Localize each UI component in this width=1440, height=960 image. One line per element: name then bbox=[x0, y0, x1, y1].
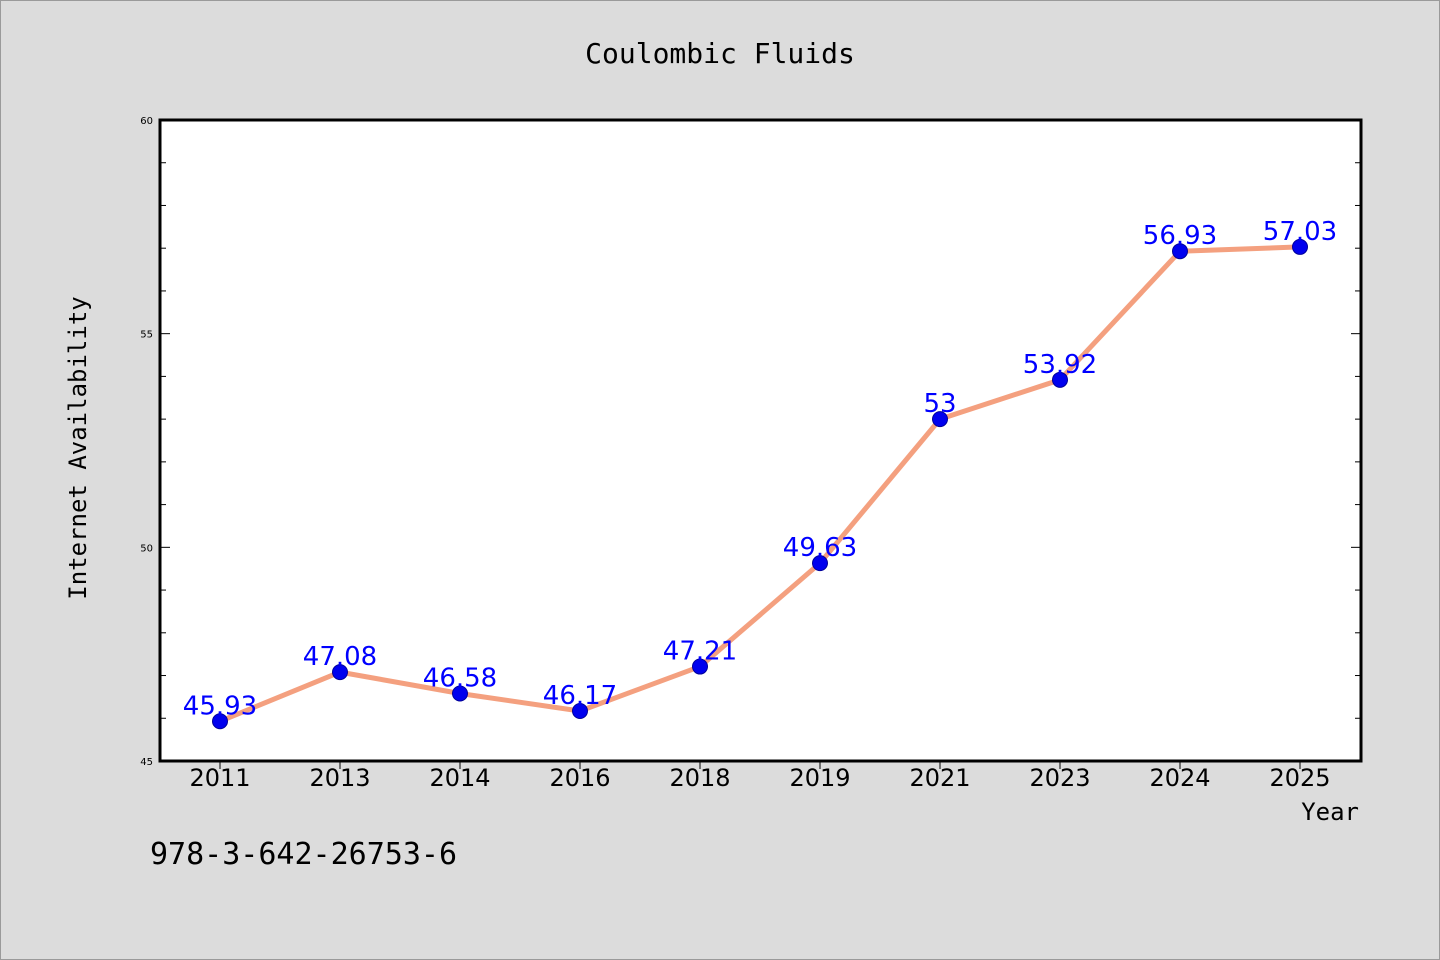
x-tick-label: 2023 bbox=[1029, 764, 1090, 792]
data-label: 53 bbox=[923, 389, 956, 419]
x-axis: 2011 2013 2014 2016 2018 2019 2021 2023 2024 2025 bbox=[189, 761, 1331, 792]
data-label: 53.92 bbox=[1023, 350, 1097, 380]
data-point-marker bbox=[1172, 243, 1188, 260]
data-point-marker bbox=[212, 713, 228, 730]
footer-text: 978-3-642-26753-6 bbox=[150, 837, 457, 872]
data-label: 46.17 bbox=[543, 681, 617, 711]
y-tick-label: 55 bbox=[140, 330, 153, 341]
data-point-marker bbox=[452, 685, 468, 702]
y-axis: 45 50 55 60 bbox=[140, 116, 1362, 768]
data-label-group: 45.93 47.08 46.58 46.17 47.21 49.63 53 53.92 56.… bbox=[183, 217, 1337, 721]
data-label: 46.58 bbox=[423, 663, 497, 693]
data-point-marker bbox=[1292, 238, 1308, 255]
data-point-marker bbox=[812, 555, 828, 572]
x-tick-label: 2021 bbox=[909, 764, 970, 792]
y-tick-label: 45 bbox=[140, 757, 153, 768]
data-point-marker bbox=[572, 703, 588, 720]
y-axis-label: Internet Availability bbox=[64, 296, 92, 599]
data-point-marker bbox=[1052, 371, 1068, 388]
x-tick-label: 2013 bbox=[309, 764, 370, 792]
data-label: 47.21 bbox=[663, 637, 737, 667]
series-line-group bbox=[217, 244, 1303, 724]
series-line bbox=[217, 244, 1303, 724]
y-tick-label: 50 bbox=[140, 543, 153, 554]
x-tick-label: 2025 bbox=[1269, 764, 1330, 792]
data-label: 56.93 bbox=[1143, 221, 1217, 251]
data-label: 47.08 bbox=[303, 642, 377, 672]
x-axis-label: Year bbox=[1301, 798, 1359, 826]
y-tick-label: 60 bbox=[140, 116, 153, 127]
data-label: 57.03 bbox=[1263, 217, 1337, 247]
data-point-marker bbox=[692, 658, 708, 675]
data-label: 45.93 bbox=[183, 691, 257, 721]
x-tick-label: 2019 bbox=[789, 764, 850, 792]
plot-area bbox=[158, 118, 1363, 763]
chart-title: Coulombic Fluids bbox=[585, 37, 855, 70]
data-point-marker bbox=[932, 411, 948, 428]
x-tick-label: 2024 bbox=[1149, 764, 1210, 792]
data-point-marker bbox=[332, 664, 348, 681]
x-tick-label: 2014 bbox=[429, 764, 490, 792]
x-tick-label: 2011 bbox=[189, 764, 250, 792]
x-tick-label: 2018 bbox=[669, 764, 730, 792]
x-tick-label: 2016 bbox=[549, 764, 610, 792]
data-label: 49.63 bbox=[783, 533, 857, 563]
marker-group bbox=[212, 238, 1308, 730]
